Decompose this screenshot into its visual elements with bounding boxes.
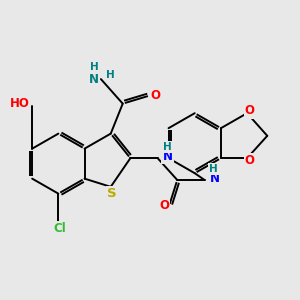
Text: H: H	[209, 164, 218, 173]
Text: O: O	[159, 200, 169, 212]
Text: HO: HO	[10, 97, 29, 110]
Text: N: N	[89, 73, 99, 85]
Text: Cl: Cl	[53, 222, 66, 235]
Text: H: H	[106, 70, 115, 80]
Text: N: N	[209, 172, 220, 185]
Text: S: S	[107, 187, 117, 200]
Text: N: N	[163, 150, 172, 163]
Text: O: O	[245, 154, 255, 167]
Text: O: O	[245, 104, 255, 118]
Text: O: O	[150, 89, 160, 102]
Text: H: H	[163, 142, 171, 152]
Text: H: H	[90, 62, 98, 72]
